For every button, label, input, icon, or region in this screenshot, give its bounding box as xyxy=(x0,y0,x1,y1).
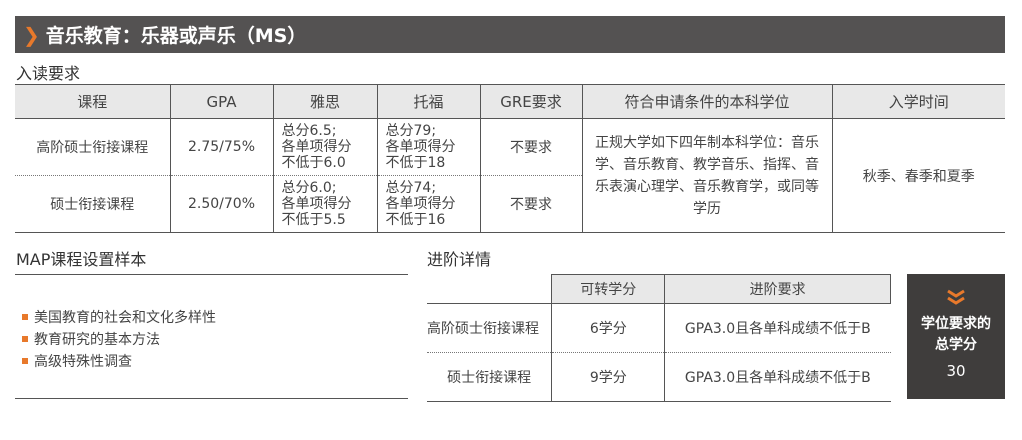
toefl-cell: 总分74; 各单项得分 不低于16 xyxy=(376,175,480,233)
toefl-line: 总分74; xyxy=(385,180,437,196)
header-credits: 可转学分 xyxy=(551,274,666,304)
program-cell: 硕士衔接课程 xyxy=(15,175,170,233)
list-item-text: 教育研究的基本方法 xyxy=(34,332,160,348)
toefl-cell: 总分79; 各单项得分 不低于18 xyxy=(376,118,480,176)
double-chevron-down-icon xyxy=(947,289,965,305)
list-item-text: 美国教育的社会和文化多样性 xyxy=(34,310,216,326)
ielts-line: 各单项得分 xyxy=(281,196,352,212)
divider xyxy=(15,274,408,275)
toefl-line: 各单项得分 xyxy=(385,139,456,155)
ielts-cell: 总分6.5; 各单项得分 不低于6.0 xyxy=(272,118,377,176)
toefl-line: 各单项得分 xyxy=(385,196,456,212)
program-cell: 硕士衔接课程 xyxy=(427,352,552,402)
bullet-icon xyxy=(22,314,28,320)
toefl-line: 不低于16 xyxy=(385,212,446,228)
credits-cell: 9学分 xyxy=(551,352,665,402)
header-degree: 符合申请条件的本科学位 xyxy=(581,84,832,119)
list-item: 高级特殊性调查 xyxy=(22,350,216,372)
gre-cell: 不要求 xyxy=(479,175,582,233)
table-row: 高阶硕士衔接课程 6学分 GPA3.0且各单科成绩不低于B xyxy=(427,303,891,353)
header-blank xyxy=(427,274,552,304)
table-row: 硕士衔接课程 9学分 GPA3.0且各单科成绩不低于B xyxy=(427,352,891,402)
credits-cell: 6学分 xyxy=(551,303,665,353)
gre-cell: 不要求 xyxy=(479,118,582,176)
divider xyxy=(15,398,408,399)
header-ielts: 雅思 xyxy=(272,84,377,119)
page-title: 音乐教育：乐器或声乐（MS） xyxy=(45,25,307,47)
list-item: 教育研究的基本方法 xyxy=(22,328,216,350)
ielts-line: 不低于5.5 xyxy=(281,212,346,228)
bullet-icon xyxy=(22,336,28,342)
total-credits-box: 学位要求的总学分 30 xyxy=(907,274,1005,399)
gpa-cell: 2.50/70% xyxy=(169,175,273,233)
ielts-line: 不低于6.0 xyxy=(281,155,346,171)
map-list: 美国教育的社会和文化多样性 教育研究的基本方法 高级特殊性调查 xyxy=(22,306,216,372)
admission-table: 课程 GPA 雅思 托福 GRE要求 符合申请条件的本科学位 入学时间 高阶硕士… xyxy=(15,84,1005,233)
ielts-line: 各单项得分 xyxy=(281,139,352,155)
requirement-cell: GPA3.0且各单科成绩不低于B xyxy=(664,303,891,353)
progress-table: 可转学分 进阶要求 高阶硕士衔接课程 6学分 GPA3.0且各单科成绩不低于B … xyxy=(427,274,891,402)
degree-cell: 正规大学如下四年制本科学位：音乐学、音乐教育、教学音乐、指挥、音乐表演心理学、音… xyxy=(581,118,832,233)
bullet-icon xyxy=(22,358,28,364)
ielts-line: 总分6.0; xyxy=(281,180,337,196)
header-program: 课程 xyxy=(15,84,170,119)
program-cell: 高阶硕士衔接课程 xyxy=(427,303,552,353)
list-item: 美国教育的社会和文化多样性 xyxy=(22,306,216,328)
toefl-line: 不低于18 xyxy=(385,155,446,171)
header-toefl: 托福 xyxy=(376,84,480,119)
ielts-cell: 总分6.0; 各单项得分 不低于5.5 xyxy=(272,175,377,233)
program-cell: 高阶硕士衔接课程 xyxy=(15,118,170,176)
admission-heading: 入读要求 xyxy=(16,64,81,83)
header-requirement: 进阶要求 xyxy=(664,274,891,304)
requirement-cell: GPA3.0且各单科成绩不低于B xyxy=(664,352,891,402)
total-credits-label: 学位要求的总学分 xyxy=(921,316,991,353)
header-gpa: GPA xyxy=(169,84,273,119)
page-title-bar: ❯ 音乐教育：乐器或声乐（MS） xyxy=(15,16,1005,53)
table-row: 硕士衔接课程 2.50/70% 总分6.0; 各单项得分 不低于5.5 总分74; 各… xyxy=(15,175,1005,233)
ielts-line: 总分6.5; xyxy=(281,123,337,139)
table-row: 高阶硕士衔接课程 2.75/75% 总分6.5; 各单项得分 不低于6.0 总分79… xyxy=(15,118,1005,233)
toefl-line: 总分79; xyxy=(385,123,437,139)
header-gre: GRE要求 xyxy=(479,84,582,119)
chevron-right-icon: ❯ xyxy=(23,22,40,47)
intake-cell: 秋季、春季和夏季 xyxy=(831,118,1005,233)
total-credits-value: 30 xyxy=(946,362,966,380)
list-item-text: 高级特殊性调查 xyxy=(34,354,132,370)
header-intake: 入学时间 xyxy=(831,84,1005,119)
gpa-cell: 2.75/75% xyxy=(169,118,273,176)
progress-heading: 进阶详情 xyxy=(427,250,492,269)
map-heading: MAP课程设置样本 xyxy=(16,250,147,269)
